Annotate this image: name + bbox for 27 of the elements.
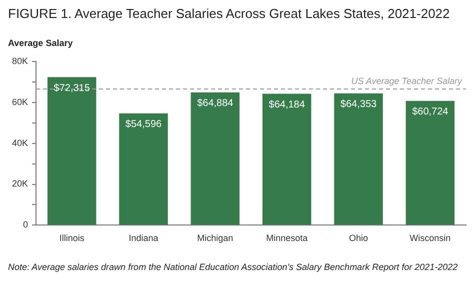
data-label: $54,596 [125,119,162,130]
x-tick-label: Illinois [59,233,85,244]
data-label: $64,184 [268,100,306,111]
data-label: $60,724 [412,106,449,118]
chart-title: FIGURE 1. Average Teacher Salaries Across Great Lakes States, 2021-2022 [8,6,450,21]
y-tick-label: 80K [12,56,28,66]
data-label: $64,884 [197,98,234,110]
text: Note: Average salaries drawn from the National Education Association's Salary Benchmark Report for 2021-2022 [8,262,458,272]
bar [119,113,168,225]
bar [47,77,96,225]
y-tick-label: 0 [23,220,28,230]
x-tick-label: Ohio [348,233,368,244]
data-label: $64,353 [340,99,378,110]
y-tick-label: 60K [12,96,28,107]
y-tick-label: 40K [12,138,28,148]
ref-line-label: US Average Teacher Salary [351,76,462,86]
bar [262,94,312,225]
x-tick-label: Minnesota [266,233,308,244]
y-axis-title: Average Salary [8,38,73,48]
bar [406,100,455,225]
x-tick-label: Wisconsin [410,233,451,244]
bar [190,92,240,225]
bar [334,93,383,225]
data-label: $72,315 [54,82,90,94]
y-tick-label: 20K [12,178,28,189]
x-tick-label: Michigan [197,233,234,244]
x-tick-label: Indiana [128,233,158,244]
